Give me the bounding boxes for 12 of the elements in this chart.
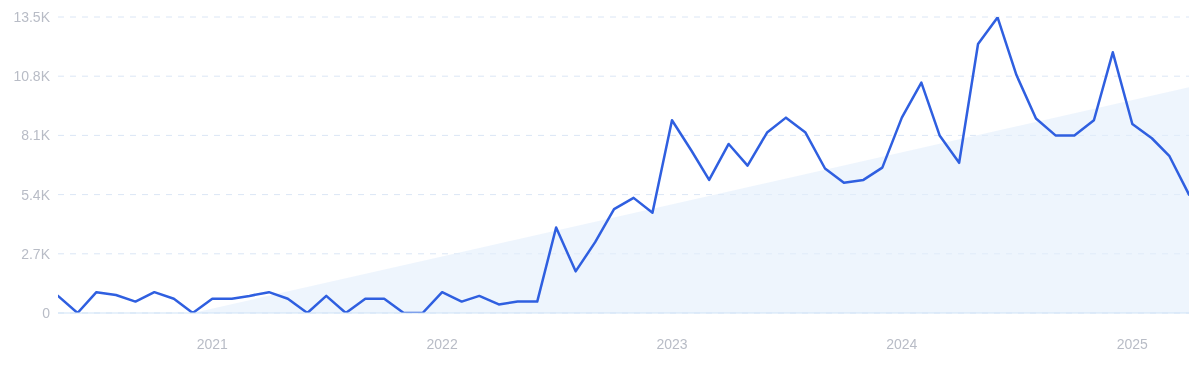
x-tick-label: 2025 [1116,335,1149,352]
x-tick-label: 2024 [886,335,918,352]
line-series [58,17,1189,313]
y-tick-label: 8.1K [21,127,51,144]
y-tick-label: 10.8K [13,68,51,85]
x-tick-label: 2023 [656,335,688,352]
x-tick-label: 2021 [196,335,229,352]
y-tick-label: 2.7K [21,245,51,262]
x-tick-label: 2022 [426,335,458,352]
y-tick-label: 5.4K [21,186,51,203]
y-tick-label: 13.5K [13,8,51,25]
y-tick-label: 0 [42,304,51,321]
